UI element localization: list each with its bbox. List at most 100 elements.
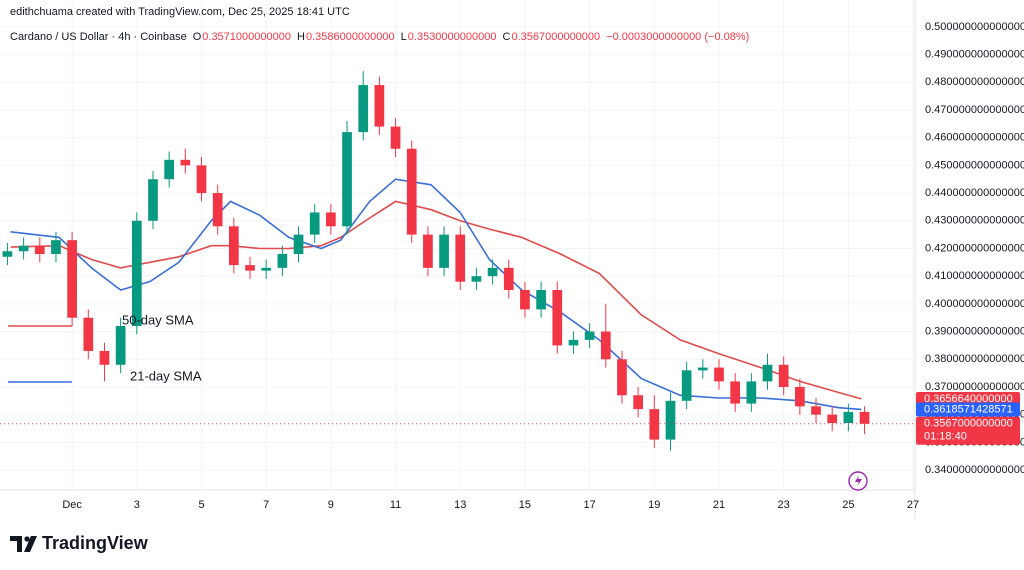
candle-body bbox=[2, 251, 13, 257]
x-tick-label: 13 bbox=[454, 499, 466, 511]
candle-body bbox=[697, 367, 708, 371]
candle-body bbox=[196, 165, 207, 194]
y-tick-label: 0.390000000000000 bbox=[925, 325, 1024, 337]
ohlc-label: O bbox=[193, 31, 202, 43]
x-tick-label: 9 bbox=[328, 499, 334, 511]
y-tick-label: 0.470000000000000 bbox=[925, 104, 1024, 116]
x-tick-label: 19 bbox=[648, 499, 660, 511]
plot: 50-day SMA 21-day SMA bbox=[0, 71, 915, 451]
candle-body bbox=[99, 350, 110, 365]
y-tick-label: 0.340000000000000 bbox=[925, 464, 1024, 476]
sma-line bbox=[10, 178, 862, 411]
candle-body bbox=[180, 159, 191, 166]
candle-body bbox=[406, 148, 417, 235]
candle-body bbox=[649, 409, 660, 440]
x-tick-label: 11 bbox=[390, 499, 401, 511]
candle-body bbox=[681, 370, 692, 401]
y-tick-label: 0.420000000000000 bbox=[925, 242, 1024, 254]
brand: TradingView bbox=[42, 533, 149, 553]
candle-body bbox=[293, 234, 304, 255]
y-tick-label: 0.370000000000000 bbox=[925, 381, 1024, 393]
candle-body bbox=[520, 290, 530, 310]
candle-body bbox=[503, 267, 514, 291]
sma-line bbox=[10, 200, 862, 400]
price-tag bbox=[916, 416, 1020, 445]
logo-icon bbox=[24, 536, 30, 542]
price-tag bbox=[916, 391, 1020, 406]
legend-label: 21-day SMA bbox=[130, 368, 202, 383]
candle-body bbox=[228, 226, 239, 266]
candle-body bbox=[67, 240, 77, 318]
y-tick-label: 0.460000000000000 bbox=[925, 132, 1024, 144]
ohlc-label: C bbox=[503, 31, 511, 43]
candle-body bbox=[730, 381, 741, 404]
logo-icon bbox=[10, 536, 37, 552]
candle-body bbox=[552, 290, 563, 346]
y-tick-label: 0.480000000000000 bbox=[925, 76, 1024, 88]
candle-body bbox=[536, 290, 546, 310]
candle-body bbox=[568, 339, 579, 346]
candle-body bbox=[309, 212, 320, 235]
candle-body bbox=[665, 400, 676, 440]
candle-body bbox=[51, 240, 61, 255]
candle-body bbox=[374, 85, 385, 127]
candle-body bbox=[212, 193, 223, 227]
candle-body bbox=[827, 414, 838, 423]
candle-body bbox=[859, 411, 870, 424]
candle-body bbox=[795, 386, 805, 407]
badge bbox=[848, 471, 868, 491]
candle-body bbox=[778, 364, 789, 387]
ohlc-value: 0.3571000000000 bbox=[202, 31, 291, 43]
candle-body bbox=[423, 234, 433, 268]
y-tick-label: 0.450000000000000 bbox=[925, 159, 1024, 171]
x-tick-label: 25 bbox=[842, 499, 854, 511]
candle-body bbox=[714, 367, 724, 382]
x-tick-label: 15 bbox=[519, 499, 531, 511]
candle-body bbox=[584, 331, 595, 340]
x-tick-label: 5 bbox=[198, 499, 204, 511]
countdown: 01:18:40 bbox=[924, 431, 967, 443]
candle-body bbox=[843, 411, 854, 423]
y-tick-label: 0.400000000000000 bbox=[925, 298, 1024, 310]
x-tick-label: 21 bbox=[713, 499, 725, 511]
ohlc-header: O 0.3571000000000 H 0.3586000000000 L 0.35300… bbox=[193, 31, 750, 43]
candle-body bbox=[148, 179, 158, 221]
candle-body bbox=[390, 126, 401, 149]
price-tag-label: 0.3567000000000 bbox=[924, 418, 1013, 430]
candle-body bbox=[600, 331, 611, 360]
y-tick-label: 0.380000000000000 bbox=[925, 353, 1024, 365]
price-tag bbox=[916, 402, 1020, 417]
x-tick-label: 17 bbox=[583, 499, 595, 511]
candle-body bbox=[261, 267, 272, 271]
y-tick-label: 0.440000000000000 bbox=[925, 187, 1024, 199]
candle-body bbox=[487, 267, 498, 277]
candle-body bbox=[811, 406, 821, 415]
price-tag-label: 0.3656640000000 bbox=[924, 393, 1013, 405]
candle-body bbox=[115, 326, 126, 365]
x-tick-label: 27 bbox=[907, 499, 919, 511]
candle-body bbox=[439, 234, 449, 268]
candle-body bbox=[164, 159, 175, 180]
ohlc-label: L bbox=[401, 31, 407, 43]
candle-body bbox=[746, 381, 757, 404]
x-tick-label: 23 bbox=[778, 499, 790, 511]
symbol: Cardano / US Dollar · 4h · Coinbase bbox=[10, 31, 187, 43]
candle-body bbox=[326, 212, 336, 227]
axes: 0.3400000000000000.3500000000000000.3600… bbox=[62, 21, 1024, 511]
ohlc-value: 0.3567000000000 bbox=[511, 31, 600, 43]
candle-body bbox=[131, 220, 142, 327]
price-tag-label: 0.3618571428571 bbox=[924, 403, 1013, 415]
candle-body bbox=[18, 245, 29, 252]
candle-body bbox=[83, 317, 94, 351]
candle-body bbox=[34, 245, 45, 255]
candle-body bbox=[617, 359, 627, 396]
y-tick-label: 0.500000000000000 bbox=[925, 21, 1024, 33]
candle-body bbox=[358, 85, 369, 133]
candle-body bbox=[471, 276, 482, 282]
logo: TradingView bbox=[10, 533, 149, 553]
candle-body bbox=[245, 265, 255, 271]
x-tick-label: Dec bbox=[62, 499, 82, 511]
y-tick-label: 0.410000000000000 bbox=[925, 270, 1024, 282]
ohlc-value: 0.3586000000000 bbox=[306, 31, 395, 43]
